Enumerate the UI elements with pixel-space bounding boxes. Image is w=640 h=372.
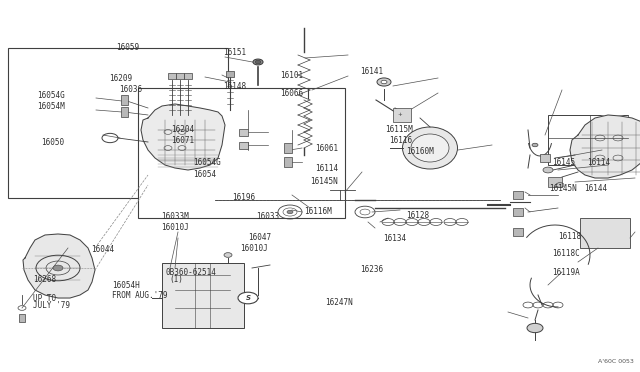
Bar bbox=[19, 314, 25, 322]
Text: 16101: 16101 bbox=[280, 71, 303, 80]
Text: 16033: 16033 bbox=[256, 212, 279, 221]
Polygon shape bbox=[23, 234, 95, 298]
Text: 16033M: 16033M bbox=[161, 212, 189, 221]
Text: (1): (1) bbox=[170, 275, 184, 284]
Text: UP TO: UP TO bbox=[33, 294, 56, 303]
Circle shape bbox=[253, 59, 263, 65]
Text: 16151: 16151 bbox=[223, 48, 246, 57]
Text: 16059: 16059 bbox=[116, 43, 140, 52]
Bar bbox=[176, 73, 184, 79]
Text: 16196: 16196 bbox=[232, 193, 255, 202]
Ellipse shape bbox=[411, 134, 449, 162]
Text: 16144: 16144 bbox=[584, 185, 607, 193]
Circle shape bbox=[255, 60, 261, 64]
Text: 16115M: 16115M bbox=[385, 125, 413, 134]
Circle shape bbox=[543, 167, 553, 173]
Bar bbox=[120, 95, 127, 105]
Text: 16054M: 16054M bbox=[37, 102, 65, 110]
Text: FROM AUG.'79: FROM AUG.'79 bbox=[112, 291, 168, 300]
Bar bbox=[226, 71, 234, 77]
Bar bbox=[540, 154, 550, 162]
Polygon shape bbox=[141, 104, 225, 170]
Text: 16145N: 16145N bbox=[310, 177, 338, 186]
Text: 16160M: 16160M bbox=[406, 147, 434, 156]
Bar bbox=[580, 218, 630, 248]
Text: 16010J: 16010J bbox=[240, 244, 268, 253]
Bar bbox=[184, 73, 192, 79]
Ellipse shape bbox=[403, 127, 458, 169]
Bar bbox=[239, 141, 248, 148]
Text: 16061: 16061 bbox=[315, 144, 338, 153]
Text: 16134: 16134 bbox=[383, 234, 406, 243]
Text: 16047: 16047 bbox=[248, 233, 271, 242]
Text: 16010J: 16010J bbox=[161, 223, 189, 232]
Bar bbox=[393, 108, 411, 122]
Bar bbox=[284, 143, 292, 153]
Text: 16054: 16054 bbox=[193, 170, 216, 179]
Text: 16050: 16050 bbox=[41, 138, 64, 147]
Bar bbox=[168, 73, 176, 79]
Text: S: S bbox=[246, 295, 250, 301]
Bar bbox=[513, 191, 523, 199]
Text: 16118: 16118 bbox=[558, 232, 581, 241]
Bar bbox=[8, 48, 228, 198]
Circle shape bbox=[381, 80, 387, 84]
Text: JULY '79: JULY '79 bbox=[33, 301, 70, 310]
Circle shape bbox=[238, 292, 258, 304]
Polygon shape bbox=[570, 115, 640, 178]
Circle shape bbox=[532, 143, 538, 147]
Text: 16118C: 16118C bbox=[552, 249, 579, 258]
Text: 16119A: 16119A bbox=[552, 268, 579, 277]
Bar bbox=[513, 208, 523, 216]
Text: 16128: 16128 bbox=[406, 211, 429, 219]
Bar bbox=[548, 177, 562, 187]
Text: 16209: 16209 bbox=[109, 74, 132, 83]
Circle shape bbox=[287, 210, 293, 214]
Text: 16268: 16268 bbox=[33, 275, 56, 284]
Circle shape bbox=[527, 323, 543, 333]
Text: 16116M: 16116M bbox=[304, 207, 332, 216]
Circle shape bbox=[53, 265, 63, 271]
Text: 16066: 16066 bbox=[280, 89, 303, 98]
Text: 16236: 16236 bbox=[360, 265, 383, 274]
FancyBboxPatch shape bbox=[162, 263, 244, 328]
Text: 16114: 16114 bbox=[315, 164, 338, 173]
Text: A'60C 0053: A'60C 0053 bbox=[598, 359, 634, 364]
Bar bbox=[120, 107, 127, 117]
Bar bbox=[284, 157, 292, 167]
Text: 16145: 16145 bbox=[552, 158, 575, 167]
Text: 16247N: 16247N bbox=[325, 298, 353, 307]
Text: 16148: 16148 bbox=[223, 82, 246, 91]
Circle shape bbox=[224, 253, 232, 257]
Text: 16141: 16141 bbox=[360, 67, 383, 76]
Text: +: + bbox=[397, 112, 403, 118]
Text: 16036: 16036 bbox=[119, 85, 142, 94]
Circle shape bbox=[377, 78, 391, 86]
Text: 16145N: 16145N bbox=[549, 185, 577, 193]
Text: 16204: 16204 bbox=[172, 125, 195, 134]
Bar bbox=[239, 128, 248, 135]
Text: 16054H: 16054H bbox=[112, 281, 140, 290]
Text: 16114: 16114 bbox=[588, 158, 611, 167]
Text: 16071: 16071 bbox=[172, 136, 195, 145]
Text: 0B360-62514: 0B360-62514 bbox=[165, 268, 216, 277]
Text: 16116: 16116 bbox=[389, 136, 412, 145]
Text: 16054G: 16054G bbox=[37, 92, 65, 100]
Bar bbox=[138, 88, 345, 218]
Text: 16044: 16044 bbox=[91, 246, 114, 254]
Text: 16054G: 16054G bbox=[193, 158, 221, 167]
Bar bbox=[513, 228, 523, 236]
Bar bbox=[548, 115, 628, 165]
